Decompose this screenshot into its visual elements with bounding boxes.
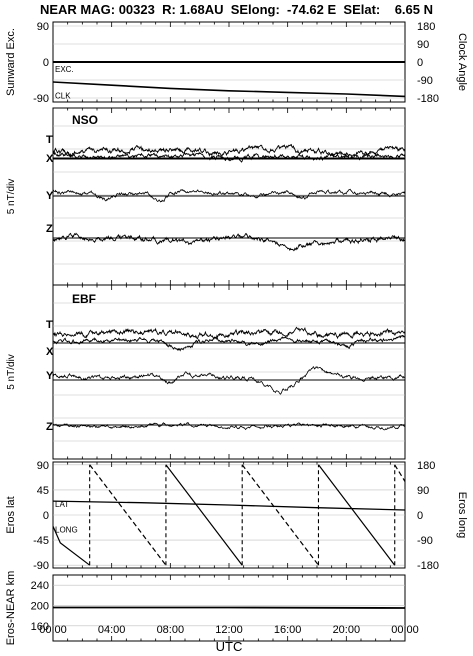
eros-lat-tick-label: 90: [37, 460, 49, 472]
clock-y2-tick-label: 0: [417, 57, 423, 69]
sunward-y-label: Sunward Exc.: [5, 28, 17, 96]
ebf-component-label-z: Z: [46, 421, 53, 433]
eros-long-line: [394, 464, 406, 482]
eros-lat-tick-label: 0: [43, 510, 49, 522]
plot-title: NEAR MAG: 00323 R: 1.68AU SElong: -74.62…: [39, 2, 433, 17]
nso-component-label-t: T: [46, 134, 53, 146]
distance-line: [53, 606, 406, 609]
clock-y2-tick-label: -180: [417, 93, 439, 105]
eros-long-tick-label: 180: [417, 460, 435, 472]
eros-long-line: [165, 464, 243, 566]
eros-lat-annotation: LAT: [55, 500, 69, 509]
x-tick-label: 16:00: [274, 624, 302, 636]
eros-lat-y-label: Eros lat: [5, 496, 17, 533]
ebf-x-trace: [52, 334, 406, 352]
sunward-y-tick-label: 90: [37, 21, 49, 33]
clock-angle-y2-label: Clock Angle: [456, 33, 468, 91]
nso-z-trace: [52, 232, 406, 252]
eros-lat-tick-label: -45: [33, 535, 49, 547]
eros-long-y2-label: Eros long: [456, 492, 468, 538]
clock-y2-tick-label: 90: [417, 39, 429, 51]
eros-long-line: [241, 464, 319, 566]
eros-long-line: [52, 525, 91, 566]
eros-long-line: [318, 464, 396, 566]
nso-component-label-y: Y: [46, 190, 54, 202]
nso-panel-title: NSO: [72, 113, 98, 127]
eros-long-tick-label: 0: [417, 510, 423, 522]
distance-y-label: Eros-NEAR km: [5, 571, 17, 646]
clk-annotation: CLK: [55, 92, 71, 101]
nso-x-trace: [52, 151, 406, 163]
ebf-component-label-x: X: [46, 346, 54, 358]
x-tick-label: 20:00: [333, 624, 361, 636]
x-tick-label: 08:00: [157, 624, 185, 636]
sunward-y-tick-label: -90: [33, 93, 49, 105]
eros-lat-line: [52, 500, 406, 511]
x-tick-label: 04:00: [98, 624, 126, 636]
eros-long-line: [89, 464, 167, 566]
eros-long-tick-label: -90: [417, 535, 433, 547]
x-tick-label: 12:00: [215, 624, 243, 636]
ebf-component-label-t: T: [46, 319, 53, 331]
distance-y-tick-label: 200: [31, 600, 49, 612]
exc-annotation: EXC.: [55, 65, 74, 74]
ebf-y-trace: [52, 366, 406, 395]
distance-y-tick-label: 240: [31, 580, 49, 592]
eros-lat-tick-label: 45: [37, 485, 49, 497]
eros-lat-tick-label: -90: [33, 560, 49, 572]
eros-long-annotation: LONG: [55, 526, 78, 535]
nso-y-label: 5 nT/div: [6, 179, 17, 215]
nso-component-label-z: Z: [46, 223, 53, 235]
clock-angle-line: [52, 81, 406, 98]
eros-long-tick-label: -180: [417, 560, 439, 572]
ebf-z-trace: [52, 421, 406, 431]
eros-long-tick-label: 90: [417, 485, 429, 497]
x-axis-label: UTC: [216, 639, 243, 654]
ebf-y-label: 5 nT/div: [6, 354, 17, 390]
clock-y2-tick-label: -90: [417, 75, 433, 87]
ebf-t-trace: [52, 326, 406, 340]
sunward-y-tick-label: 0: [43, 57, 49, 69]
nso-t-trace: [52, 143, 406, 159]
nso-panel-frame: [52, 107, 406, 286]
ebf-panel-title: EBF: [72, 292, 96, 306]
x-tick-label: 00:00: [391, 624, 419, 636]
x-tick-label: 00:00: [39, 624, 67, 636]
distance-y-tick-label: 160: [31, 621, 49, 633]
nso-component-label-x: X: [46, 153, 54, 165]
nso-y-trace: [52, 188, 406, 203]
ebf-component-label-y: Y: [46, 370, 54, 382]
clock-y2-tick-label: 180: [417, 21, 435, 33]
